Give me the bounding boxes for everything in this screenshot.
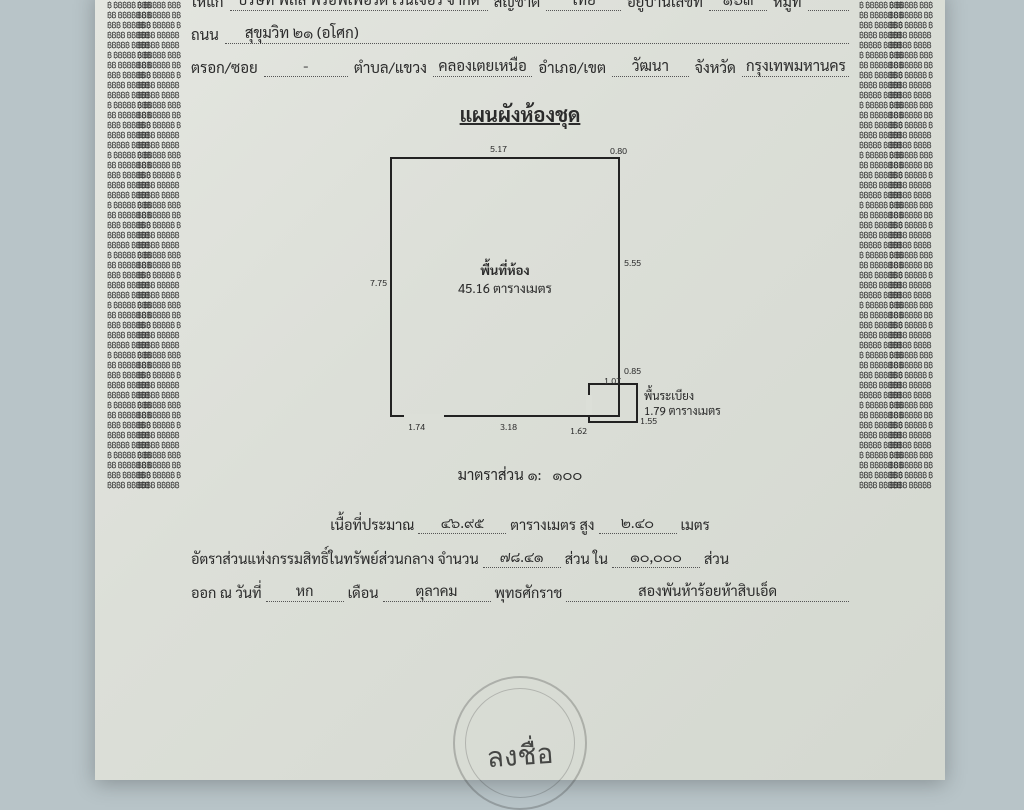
dim-right-2: 0.85 <box>624 365 641 377</box>
label-house-no: อยู่บ้านเลขที่ <box>627 0 703 11</box>
label-sqm-height: ตารางเมตร สูง <box>510 516 594 534</box>
value-year: สองพันห้าร้อยห้าสิบเอ็ด <box>566 582 849 602</box>
scale-label: มาตราส่วน ๑: <box>458 465 542 484</box>
value-ratio-den: ๑๐,๐๐๐ <box>612 548 700 568</box>
label-soi: ตรอก/ซอย <box>191 58 258 77</box>
door-opening-balcony <box>586 395 592 415</box>
value-province: กรุงเทพมหานคร <box>742 56 849 77</box>
value-moo <box>808 9 849 11</box>
label-road: ถนน <box>191 25 219 44</box>
value-height: ๒.๔๐ <box>599 514 677 534</box>
decorative-border-left-2: ฿฿฿฿฿ ฿฿฿฿฿ ฿฿฿฿฿ ฿฿฿฿฿ ฿฿฿฿฿ ฿฿฿฿฿ ฿฿฿฿… <box>137 0 181 780</box>
value-recipient: บริษัท พลัส พร็อพเพอร์ตี้ เวนเจอร์ จำกัด <box>230 0 488 11</box>
footer-ratio-row: อัตราส่วนแห่งกรรมสิทธิ์ในทรัพย์ส่วนกลาง … <box>191 548 849 568</box>
footer-date-row: ออก ณ วันที่ หก เดือน ตุลาคม พุทธศักราช … <box>191 582 849 602</box>
label-recipient: ให้แก่ <box>191 0 224 11</box>
label-province: จังหวัด <box>695 58 736 77</box>
footer-area-row: เนื้อที่ประมาณ ๔๖.๙๕ ตารางเมตร สูง ๒.๔๐ … <box>191 514 849 534</box>
value-month: ตุลาคม <box>383 582 491 602</box>
label-parts: ส่วน <box>704 550 729 568</box>
value-road: สุขุมวิท ๒๑ (อโศก) <box>225 23 849 44</box>
dim-top: 5.17 <box>490 143 507 155</box>
scale-row: มาตราส่วน ๑: ๑๐๐ <box>191 465 849 484</box>
dim-bottom-2: 3.18 <box>500 421 517 433</box>
value-house-no: ๑๖๓ <box>709 0 767 11</box>
dim-balcony-w: 1.07 <box>604 375 621 387</box>
label-issued-on: ออก ณ วันที่ <box>191 584 262 602</box>
value-nationality: ไทย <box>546 0 621 11</box>
document-body: ให้แก่ บริษัท พลัส พร็อพเพอร์ตี้ เวนเจอร… <box>191 0 849 780</box>
decorative-border-right-2: ฿฿฿฿฿ ฿฿฿฿฿ ฿฿฿฿฿ ฿฿฿฿฿ ฿฿฿฿฿ ฿฿฿฿฿ ฿฿฿฿… <box>889 0 933 780</box>
label-area: เนื้อที่ประมาณ <box>330 516 414 534</box>
dim-right-1: 5.55 <box>624 257 641 269</box>
plan-title: แผนผังห้องชุด <box>191 101 849 127</box>
label-subdistrict: ตำบล/แขวง <box>354 58 427 77</box>
document-page: ฿฿฿฿฿ ฿฿฿฿฿ ฿฿฿฿฿ ฿฿฿฿฿ ฿฿฿฿฿ ฿฿฿฿฿ ฿฿฿฿… <box>95 0 945 780</box>
dim-balcony-h: 1.55 <box>640 415 657 427</box>
label-parts-in: ส่วน ใน <box>565 550 608 568</box>
balcony-area-label: พื้นระเบียง 1.79 ตารางเมตร <box>644 389 744 419</box>
label-year: พุทธศักราช <box>495 584 563 602</box>
dim-bottom-3: 1.62 <box>570 425 587 437</box>
value-soi: - <box>264 56 348 77</box>
label-metres: เมตร <box>681 516 710 534</box>
floor-plan: พื้นที่ห้อง 45.16 ตารางเมตร พื้นระเบียง … <box>360 147 680 447</box>
value-subdistrict: คลองเตยเหนือ <box>433 56 532 77</box>
label-district: อำเภอ/เขต <box>538 58 606 77</box>
field-row-road: ถนน สุขุมวิท ๒๑ (อโศก) <box>191 23 849 44</box>
value-ratio-num: ๗๘.๔๑ <box>483 548 561 568</box>
field-row-address: ตรอก/ซอย - ตำบล/แขวง คลองเตยเหนือ อำเภอ/… <box>191 56 849 77</box>
dim-bottom-1: 1.74 <box>408 421 425 433</box>
label-ownership-ratio: อัตราส่วนแห่งกรรมสิทธิ์ในทรัพย์ส่วนกลาง … <box>191 550 479 568</box>
room-area-value: 45.16 ตารางเมตร <box>458 280 552 297</box>
label-month: เดือน <box>348 584 379 602</box>
value-area: ๔๖.๙๕ <box>418 514 506 534</box>
label-moo: หมู่ที่ <box>773 0 802 11</box>
label-nationality: สัญชาติ <box>494 0 541 11</box>
dim-left: 7.75 <box>370 277 387 289</box>
scale-value: ๑๐๐ <box>552 465 582 484</box>
value-day: หก <box>266 582 344 602</box>
value-district: วัฒนา <box>612 56 689 77</box>
door-opening-bottom <box>404 414 444 420</box>
field-row-recipient: ให้แก่ บริษัท พลัส พร็อพเพอร์ตี้ เวนเจอร… <box>191 0 849 11</box>
signature: ลงชื่อ <box>485 732 555 781</box>
room-balcony-outline <box>588 383 638 423</box>
balcony-area-caption: พื้นระเบียง <box>644 388 694 403</box>
room-area-caption: พื้นที่ห้อง <box>480 262 529 279</box>
room-area-label: พื้นที่ห้อง 45.16 ตารางเมตร <box>420 262 590 297</box>
dim-top-right: 0.80 <box>610 145 627 157</box>
